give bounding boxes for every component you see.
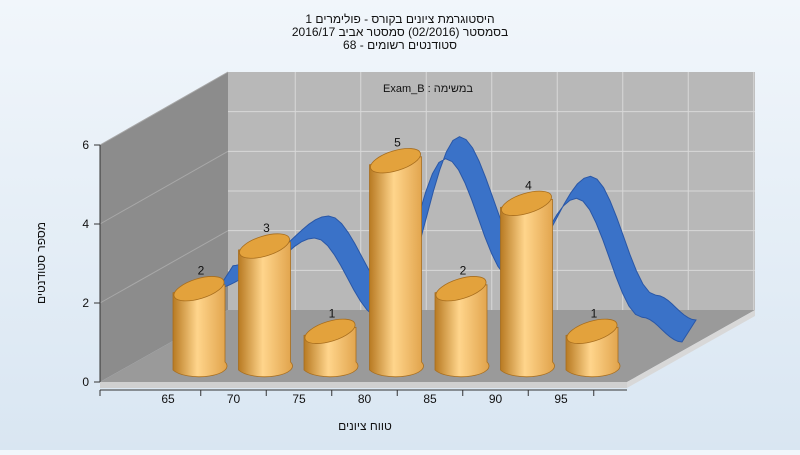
bars bbox=[172, 148, 621, 378]
x-tick-label: 95 bbox=[554, 392, 568, 406]
bar-80 bbox=[369, 148, 424, 378]
y-axis-ticks: 0 2 4 6 bbox=[82, 138, 100, 389]
x-axis-title: טווח ציונים bbox=[338, 419, 392, 433]
bar-95 bbox=[565, 318, 621, 378]
y-tick-label: 4 bbox=[82, 217, 89, 231]
bar-body bbox=[238, 241, 293, 378]
data-label: 1 bbox=[591, 306, 598, 320]
bar-top bbox=[566, 318, 618, 344]
chart-title-line-2: בסמסטר (02/2016) סמסטר אביב 2016/17 bbox=[292, 25, 508, 39]
bar-90 bbox=[500, 190, 555, 378]
bar-body bbox=[434, 284, 490, 378]
chart-title-line-3: סטודנטים רשומים - 68 bbox=[343, 38, 457, 52]
chart-floor-front-edge bbox=[100, 382, 627, 388]
bar-top bbox=[370, 148, 421, 174]
data-label: 5 bbox=[394, 136, 401, 150]
bar-85 bbox=[434, 276, 490, 378]
x-axis-ticks: 65 70 75 80 85 90 95 bbox=[99, 390, 595, 406]
side-wall-gridline bbox=[99, 230, 229, 304]
y-tick-label: 2 bbox=[82, 296, 89, 310]
x-tick-label: 75 bbox=[292, 392, 306, 406]
x-tick-label: 85 bbox=[423, 392, 437, 406]
bar-top bbox=[173, 276, 225, 302]
bar-70 bbox=[238, 233, 293, 378]
data-label: 3 bbox=[263, 221, 270, 235]
chart-subtitle: Exam_B : במשימה bbox=[383, 83, 473, 95]
bar-top bbox=[304, 318, 356, 344]
side-wall-gridline bbox=[99, 150, 229, 225]
bar-65 bbox=[172, 276, 228, 378]
bar-body bbox=[369, 156, 424, 378]
x-tick-label: 65 bbox=[161, 392, 175, 406]
y-tick-label: 0 bbox=[82, 375, 89, 389]
y-tick-label: 6 bbox=[82, 138, 89, 152]
bar-75 bbox=[303, 318, 359, 378]
chart-title-line-1: היסטוגרמת ציונים בקורס - פולימרים 1 bbox=[305, 12, 494, 26]
bar-top bbox=[501, 190, 552, 216]
bar-body bbox=[172, 284, 228, 378]
data-labels: 2 3 1 5 2 4 1 bbox=[198, 136, 598, 321]
chart-floor-right-edge bbox=[627, 310, 755, 388]
y-axis-title: מספר סטודנטים bbox=[34, 222, 48, 304]
x-tick-label: 90 bbox=[489, 392, 503, 406]
x-tick-label: 70 bbox=[227, 392, 241, 406]
x-tick-label: 80 bbox=[358, 392, 372, 406]
side-wall-gridline bbox=[99, 71, 229, 146]
data-label: 4 bbox=[525, 178, 532, 192]
data-label: 1 bbox=[329, 306, 336, 320]
bar-body bbox=[500, 198, 555, 378]
data-label: 2 bbox=[198, 264, 205, 278]
data-label: 2 bbox=[460, 264, 467, 278]
bar-top bbox=[239, 233, 290, 259]
bar-top bbox=[435, 276, 487, 302]
